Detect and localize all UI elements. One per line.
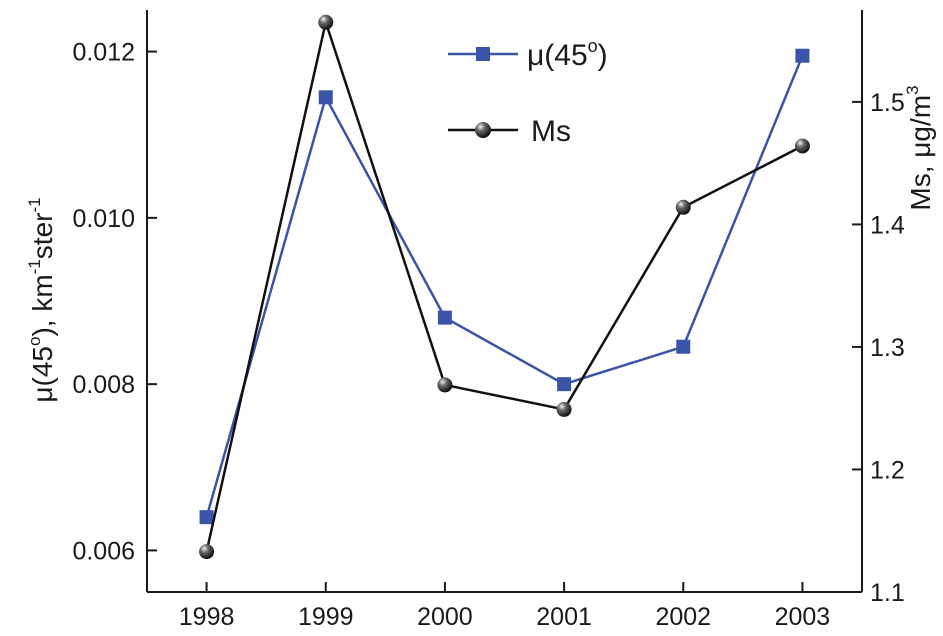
legend-mu45-label: μ(45o) — [527, 36, 608, 72]
right-y-axis-ticks: 1.1 1.2 1.3 1.4 1.5 — [852, 89, 905, 607]
ms-data-point — [795, 139, 810, 154]
mu45-data-point — [438, 311, 452, 325]
left-y-tick-label: 0.006 — [72, 537, 135, 565]
legend-item-ms: Ms — [448, 115, 571, 148]
right-y-tick-label: 1.2 — [870, 456, 905, 484]
ms-data-point — [676, 200, 691, 215]
mu45-data-point — [319, 90, 333, 104]
mu45-data-point — [795, 49, 809, 63]
legend-item-mu45: μ(45o) — [448, 36, 608, 72]
x-tick-label: 2001 — [536, 603, 592, 631]
right-y-tick-label: 1.5 — [870, 89, 905, 117]
left-y-tick-label: 0.010 — [72, 205, 135, 233]
x-axis-ticks: 1998 1999 2000 2001 2002 2003 — [179, 582, 830, 631]
x-tick-label: 2002 — [655, 603, 711, 631]
ms-data-point — [318, 15, 333, 30]
legend: μ(45o) Ms — [448, 36, 608, 148]
x-tick-label: 2000 — [417, 603, 473, 631]
legend-ms-sphere-marker — [475, 122, 491, 138]
left-y-axis-ticks: 0.006 0.008 0.010 0.012 — [72, 39, 157, 566]
mu45-series-line — [207, 56, 803, 517]
series-layer — [199, 15, 810, 559]
plot-frame — [147, 10, 862, 592]
right-y-tick-label: 1.1 — [870, 579, 905, 607]
x-tick-label: 2003 — [775, 603, 831, 631]
ms-data-point — [557, 402, 572, 417]
mu45-data-point — [676, 340, 690, 354]
left-y-axis-title: μ(45o), km-1ster-1 — [25, 197, 58, 402]
left-y-tick-label: 0.008 — [72, 371, 135, 399]
right-y-axis-title: Ms, μg/m3 — [903, 85, 936, 210]
ms-data-point — [199, 544, 214, 559]
right-y-tick-label: 1.3 — [870, 334, 905, 362]
mu45-data-point — [200, 510, 214, 524]
right-y-tick-label: 1.4 — [870, 211, 905, 239]
left-y-tick-label: 0.012 — [72, 39, 135, 67]
mu45-data-point — [557, 377, 571, 391]
x-tick-label: 1999 — [298, 603, 354, 631]
x-tick-label: 1998 — [179, 603, 235, 631]
ms-series-line — [207, 22, 803, 551]
ms-data-point — [437, 377, 452, 392]
legend-mu45-square-marker — [476, 47, 490, 61]
legend-ms-label: Ms — [531, 115, 571, 148]
